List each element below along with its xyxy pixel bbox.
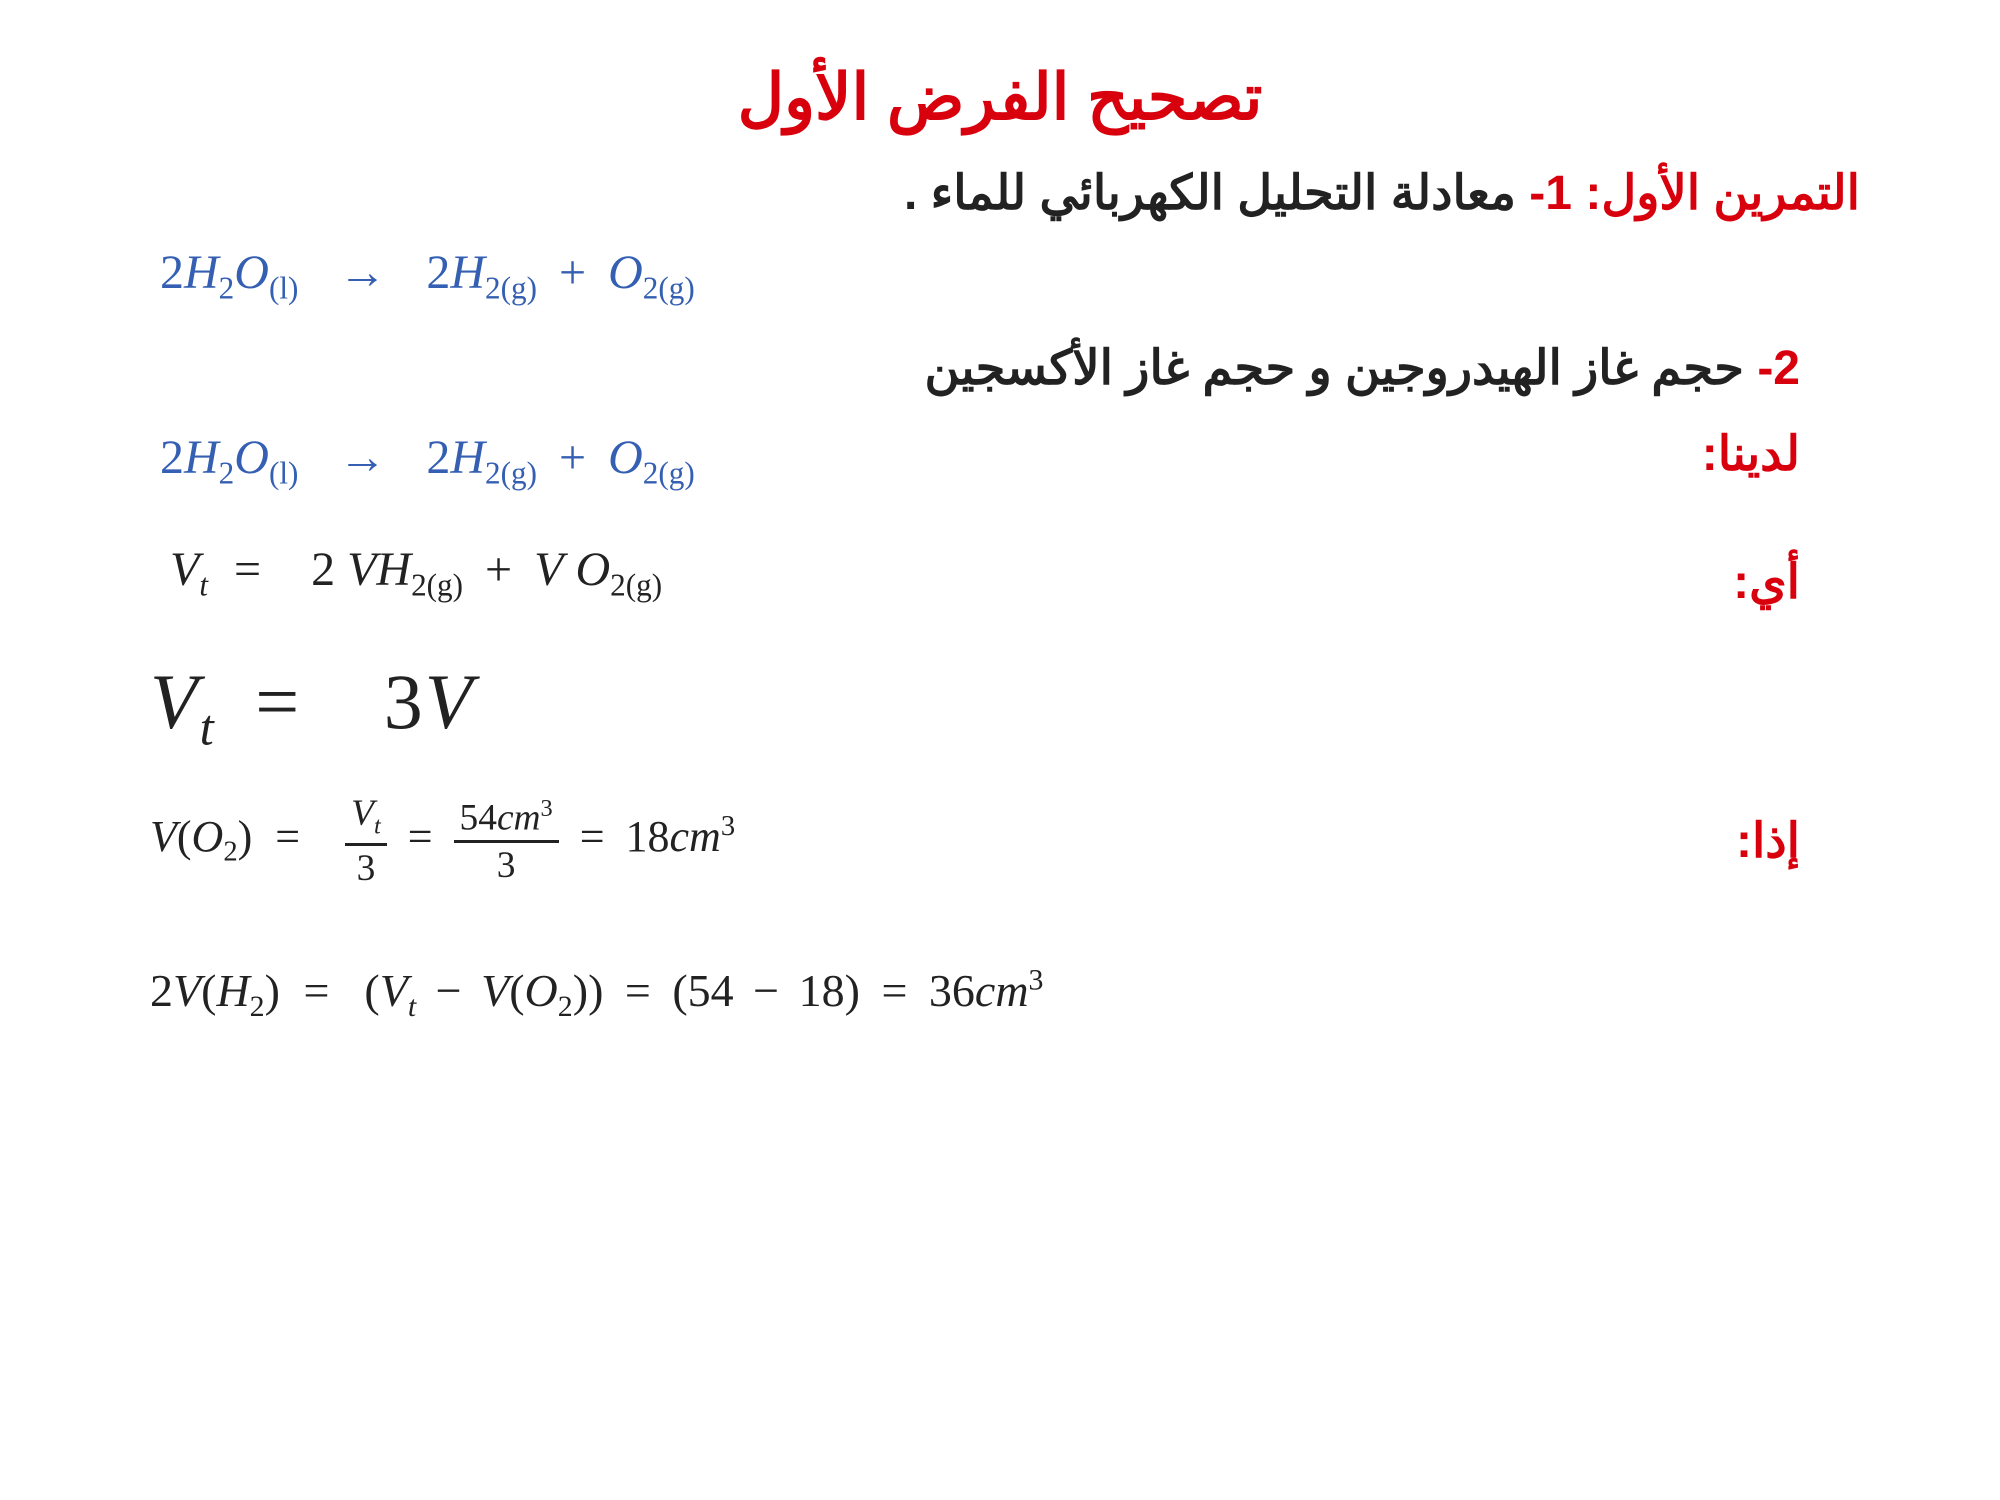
eq1-lhs-O: O xyxy=(234,246,269,299)
equation-vo2: V(O2) = Vt 3 = 54cm3 3 = 18cm3 xyxy=(150,793,735,888)
ex1-label: التمرين الأول: xyxy=(1585,167,1860,220)
row-ladayna: 2H2O(l) → 2H2(g) + O2(g) لدينا: xyxy=(140,414,1860,525)
ex1-q2-heading: 2- حجم غاز الهيدروجين و حجم غاز الأكسجين xyxy=(140,340,1860,396)
eq1-lhs-H: H xyxy=(184,246,219,299)
eq1-r2-phase: (g) xyxy=(658,271,694,306)
row-ay: Vt = 2 VH2(g) + V O2(g) أي: xyxy=(140,526,1860,637)
label-ay: أي: xyxy=(1540,554,1800,610)
eq1-plus: + xyxy=(549,246,596,299)
q2-number: 2- xyxy=(1757,342,1800,395)
eq1-r1-H: H xyxy=(450,246,485,299)
equation-electrolysis-2: 2H2O(l) → 2H2(g) + O2(g) xyxy=(150,424,695,495)
row-idhan: V(O2) = Vt 3 = 54cm3 3 = 18cm3 إذا: xyxy=(140,783,1860,918)
q1-text: معادلة التحليل الكهربائي للماء . xyxy=(904,167,1516,220)
eq1-r1-phase: (g) xyxy=(501,271,537,306)
eq1-r1-coef: 2 xyxy=(426,246,450,299)
equation-vt-sum: Vt = 2 VH2(g) + V O2(g) xyxy=(170,536,662,607)
label-ladayna: لدينا: xyxy=(1540,426,1800,482)
q2-text: حجم غاز الهيدروجين و حجم غاز الأكسجين xyxy=(925,342,1744,395)
page: تصحيح الفرض الأول التمرين الأول: 1- معاد… xyxy=(0,0,2000,1500)
eq1-r2-sub: 2 xyxy=(643,271,659,306)
eq1-r1-sub: 2 xyxy=(485,271,501,306)
frac-vt-3: Vt 3 xyxy=(345,793,387,888)
label-idhan: إذا: xyxy=(1540,813,1800,869)
frac-54-3: 54cm3 3 xyxy=(454,796,559,887)
equation-electrolysis: 2H2O(l) → 2H2(g) + O2(g) xyxy=(150,239,1860,310)
page-title: تصحيح الفرض الأول xyxy=(140,60,1860,135)
eq1-arrow: → xyxy=(310,246,414,299)
eq1-lhs-coef: 2 xyxy=(160,246,184,299)
ex1-q1-heading: التمرين الأول: 1- معادلة التحليل الكهربا… xyxy=(140,165,1860,221)
eq1-lhs-sub: 2 xyxy=(219,271,235,306)
equation-vh2: 2V(H2) = (Vt − V(O2)) = (54 − 18) = 36cm… xyxy=(150,959,1860,1028)
eq1-lhs-phase: (l) xyxy=(269,271,298,306)
q1-number: 1- xyxy=(1529,167,1572,220)
equation-vt-3v: Vt = 3V xyxy=(150,647,1860,764)
eq1-r2-O: O xyxy=(608,246,643,299)
